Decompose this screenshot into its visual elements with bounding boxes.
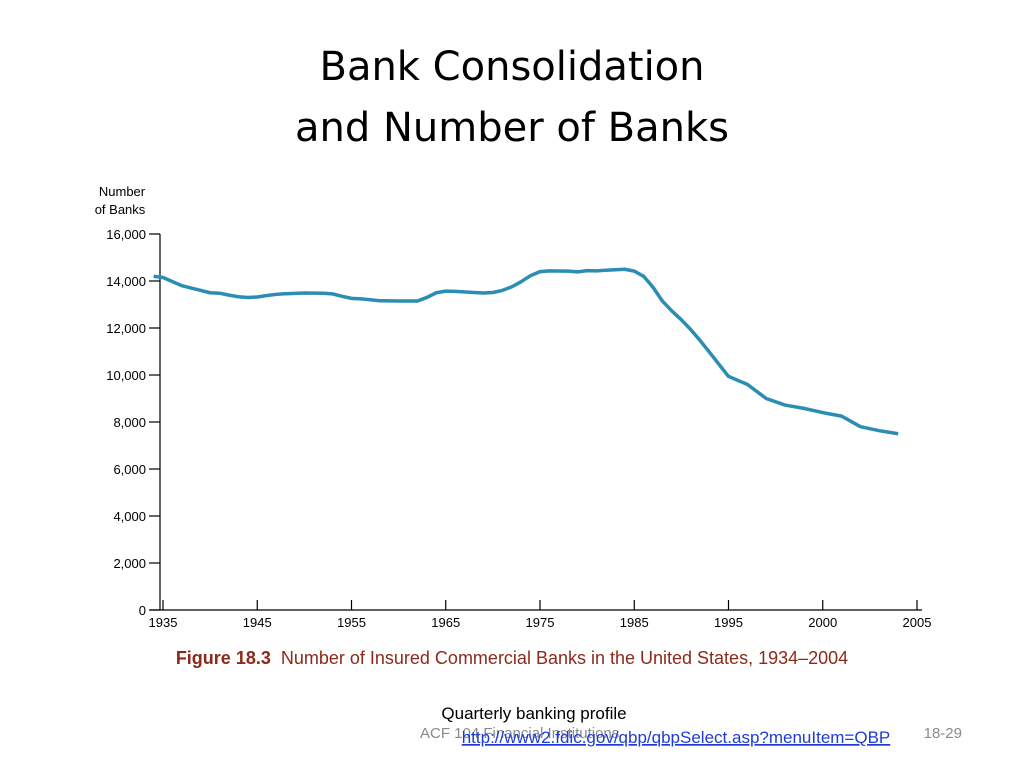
y-tick-label: 14,000 xyxy=(106,274,146,289)
y-axis-label: of Banks xyxy=(95,202,146,217)
x-tick-label: 1975 xyxy=(526,615,555,630)
x-tick-label: 1985 xyxy=(620,615,649,630)
x-tick-label: 1955 xyxy=(337,615,366,630)
y-tick-label: 16,000 xyxy=(106,227,146,242)
title-line: and Number of Banks xyxy=(295,105,729,151)
y-axis-label: Number xyxy=(99,184,146,199)
caption-text: Number of Insured Commercial Banks in th… xyxy=(281,648,848,668)
caption-label: Figure 18.3 xyxy=(176,648,271,668)
x-tick-label: 1965 xyxy=(431,615,460,630)
footer-right: 18-29 xyxy=(924,725,962,742)
x-tick-label: 2000 xyxy=(808,615,837,630)
y-tick-label: 8,000 xyxy=(113,415,146,430)
y-tick-label: 0 xyxy=(139,603,146,618)
y-tick-label: 12,000 xyxy=(106,321,146,336)
source-text: Quarterly banking profile xyxy=(441,704,626,723)
footer-left: ACF 104 Financial Institutions xyxy=(420,725,619,742)
y-tick-label: 2,000 xyxy=(113,556,146,571)
x-tick-label: 1945 xyxy=(243,615,272,630)
y-tick-label: 10,000 xyxy=(106,368,146,383)
source-link[interactable]: http://www2.fdic.gov/qbp/qbpSelect.asp?m… xyxy=(462,728,891,747)
x-tick-label: 1935 xyxy=(149,615,178,630)
x-tick-label: 1995 xyxy=(714,615,743,630)
caption: Figure 18.3 Number of Insured Commercial … xyxy=(176,648,848,668)
y-tick-label: 6,000 xyxy=(113,462,146,477)
y-tick-label: 4,000 xyxy=(113,509,146,524)
data-line xyxy=(153,267,899,436)
x-tick-label: 2005 xyxy=(903,615,932,630)
title-line: Bank Consolidation xyxy=(320,44,705,90)
